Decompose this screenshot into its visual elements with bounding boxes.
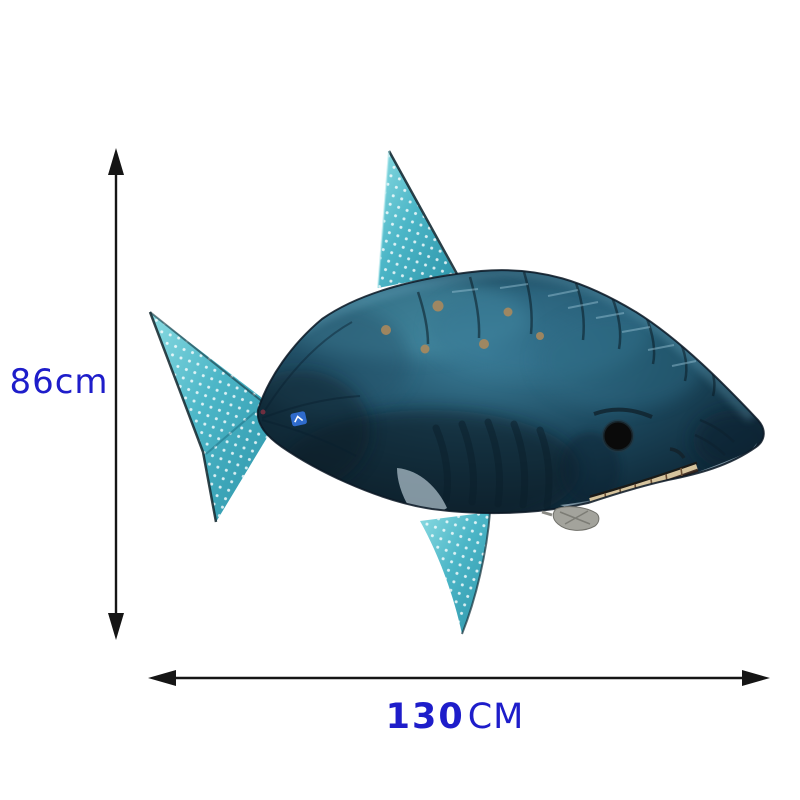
height-dimension-arrow: [108, 148, 124, 640]
body-spots: [381, 300, 544, 354]
dorsal-fin: [377, 150, 459, 289]
nostril: [669, 447, 686, 459]
snout-wrinkles: [694, 418, 735, 456]
shark-eye: [601, 419, 635, 453]
width-dimension-label: 130 CM: [330, 700, 580, 735]
tail-joint-detail: [260, 409, 266, 415]
height-dimension-label: 86cm: [9, 362, 109, 402]
ballast-clip: [541, 506, 600, 531]
width-value: 130: [385, 697, 465, 737]
pelvic-fin: [420, 505, 501, 635]
width-unit: CM: [467, 697, 525, 737]
width-dimension-arrow: [148, 670, 770, 686]
tail-creases: [261, 321, 361, 457]
body-outline: [256, 269, 765, 515]
body-texture: [257, 270, 764, 514]
brow-line: [593, 407, 653, 419]
foil-streaks: [451, 283, 697, 367]
shark-balloon-illustration: [148, 150, 765, 635]
gill-stripes: [432, 418, 553, 510]
brand-logo: [290, 411, 307, 427]
tail-fin: [148, 311, 268, 523]
printed-pectoral-fin: [397, 468, 447, 513]
